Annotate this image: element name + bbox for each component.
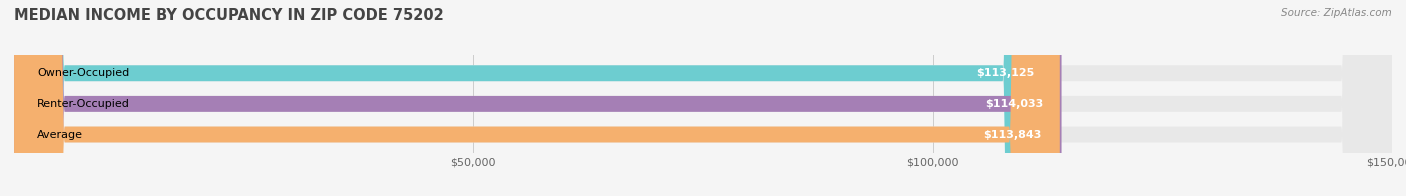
Text: Owner-Occupied: Owner-Occupied <box>37 68 129 78</box>
Text: $113,125: $113,125 <box>977 68 1035 78</box>
Text: $114,033: $114,033 <box>986 99 1043 109</box>
Text: MEDIAN INCOME BY OCCUPANCY IN ZIP CODE 75202: MEDIAN INCOME BY OCCUPANCY IN ZIP CODE 7… <box>14 8 444 23</box>
Text: Source: ZipAtlas.com: Source: ZipAtlas.com <box>1281 8 1392 18</box>
Text: Renter-Occupied: Renter-Occupied <box>37 99 129 109</box>
FancyBboxPatch shape <box>14 0 1062 196</box>
FancyBboxPatch shape <box>14 0 1060 196</box>
FancyBboxPatch shape <box>14 0 1392 196</box>
FancyBboxPatch shape <box>14 0 1053 196</box>
FancyBboxPatch shape <box>14 0 1392 196</box>
FancyBboxPatch shape <box>14 0 1392 196</box>
Text: Average: Average <box>37 130 83 140</box>
Text: $113,843: $113,843 <box>983 130 1042 140</box>
